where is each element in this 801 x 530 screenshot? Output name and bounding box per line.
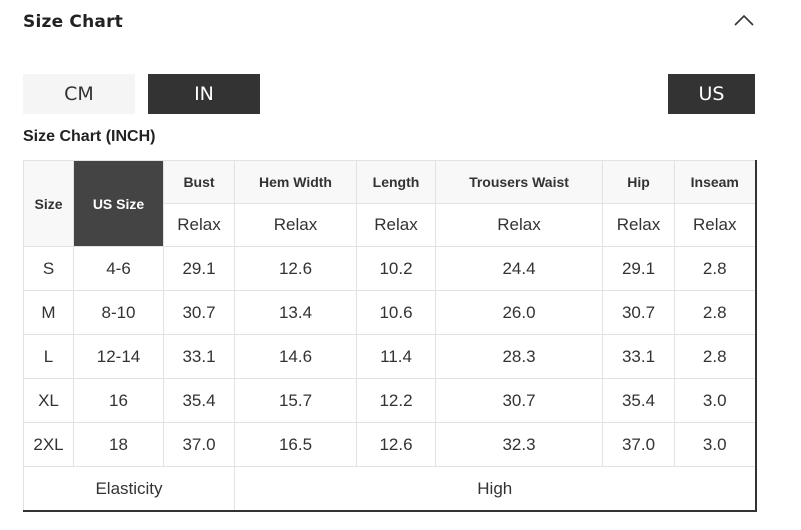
measurement-cell: 30.7 [602,290,675,335]
column-header: Hem Width [234,160,357,204]
fit-cell: Relax [163,203,235,247]
column-header: Hip [602,160,675,204]
elasticity-value: High [234,466,757,512]
size-table: Size US Size Bust Hem Width Length Trous… [23,160,757,512]
elasticity-row: Elasticity High [23,466,757,512]
column-header: Bust [163,160,235,204]
measurement-cell: 15.7 [234,378,357,423]
us-size-cell: 4-6 [73,246,164,291]
measurement-cell: 10.6 [356,290,436,335]
chevron-up-icon[interactable] [734,14,754,26]
column-header: Inseam [674,160,757,204]
measurement-cell: 12.6 [234,246,357,291]
measurement-cell: 12.6 [356,422,436,467]
measurement-cell: 2.8 [674,334,757,379]
section-title: Size Chart [23,12,123,32]
us-size-cell: 8-10 [73,290,164,335]
measurement-cell: 28.3 [435,334,603,379]
table-row: S 4-6 29.1 12.6 10.2 24.4 29.1 2.8 [23,246,757,291]
measurement-cell: 26.0 [435,290,603,335]
fit-cell: Relax [234,203,357,247]
measurement-cell: 13.4 [234,290,357,335]
column-header: Length [356,160,436,204]
fit-cell: Relax [602,203,675,247]
unit-in-button[interactable]: IN [148,74,260,114]
measurement-cell: 14.6 [234,334,357,379]
fit-cell: Relax [356,203,436,247]
table-row: 2XL 18 37.0 16.5 12.6 32.3 37.0 3.0 [23,422,757,467]
size-cell: XL [23,378,74,423]
size-cell: 2XL [23,422,74,467]
measurement-cell: 12.2 [356,378,436,423]
measurement-cell: 33.1 [602,334,675,379]
size-header: Size [23,160,74,247]
measurement-cell: 29.1 [602,246,675,291]
measurement-cell: 30.7 [163,290,235,335]
us-size-cell: 12-14 [73,334,164,379]
column-header: Trousers Waist [435,160,603,204]
fit-row: Relax Relax Relax Relax Relax Relax [24,203,757,247]
us-size-cell: 16 [73,378,164,423]
header-row: Size US Size Bust Hem Width Length Trous… [23,160,757,247]
measurement-cell: 35.4 [602,378,675,423]
unit-cm-button[interactable]: CM [23,74,135,114]
measurement-cell: 24.4 [435,246,603,291]
measurement-cell: 10.2 [356,246,436,291]
size-cell: M [23,290,74,335]
elasticity-label: Elasticity [23,466,235,512]
us-size-cell: 18 [73,422,164,467]
measurement-cell: 2.8 [674,290,757,335]
us-size-header: US Size [73,160,164,247]
measurement-cell: 37.0 [602,422,675,467]
region-us-button[interactable]: US [668,74,755,114]
table-row: L 12-14 33.1 14.6 11.4 28.3 33.1 2.8 [23,334,757,379]
measurement-cell: 11.4 [356,334,436,379]
measurement-cell: 3.0 [674,422,757,467]
size-cell: S [23,246,74,291]
size-cell: L [23,334,74,379]
measurement-cell: 32.3 [435,422,603,467]
table-row: XL 16 35.4 15.7 12.2 30.7 35.4 3.0 [23,378,757,423]
measurement-cell: 3.0 [674,378,757,423]
measurement-cell: 16.5 [234,422,357,467]
measurement-cell: 30.7 [435,378,603,423]
fit-cell: Relax [435,203,603,247]
measurement-cell: 35.4 [163,378,235,423]
table-row: M 8-10 30.7 13.4 10.6 26.0 30.7 2.8 [23,290,757,335]
measurement-cell: 33.1 [163,334,235,379]
fit-cell: Relax [674,203,757,247]
measurement-cell: 37.0 [163,422,235,467]
chart-title: Size Chart (INCH) [23,128,156,145]
measurement-cell: 29.1 [163,246,235,291]
measurement-cell: 2.8 [674,246,757,291]
